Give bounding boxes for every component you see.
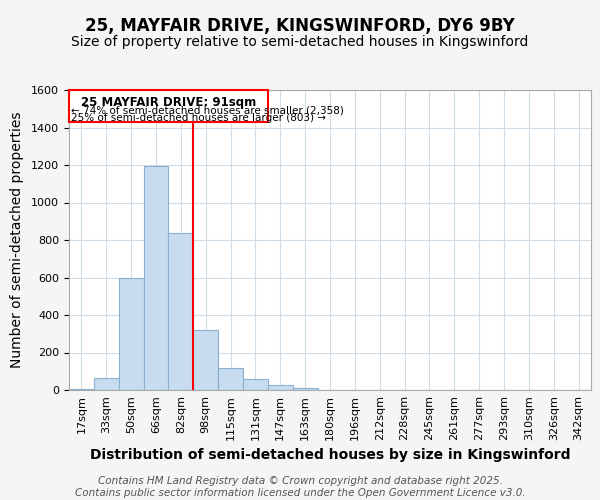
- Bar: [243, 379, 268, 390]
- FancyBboxPatch shape: [69, 90, 268, 122]
- Text: Contains HM Land Registry data © Crown copyright and database right 2025.
Contai: Contains HM Land Registry data © Crown c…: [74, 476, 526, 498]
- Text: ← 74% of semi-detached houses are smaller (2,358): ← 74% of semi-detached houses are smalle…: [71, 105, 344, 115]
- Text: 25 MAYFAIR DRIVE: 91sqm: 25 MAYFAIR DRIVE: 91sqm: [81, 96, 256, 110]
- Bar: [143, 166, 169, 390]
- Text: 25, MAYFAIR DRIVE, KINGSWINFORD, DY6 9BY: 25, MAYFAIR DRIVE, KINGSWINFORD, DY6 9BY: [85, 18, 515, 36]
- Bar: [69, 388, 94, 390]
- Bar: [268, 386, 293, 390]
- Text: Size of property relative to semi-detached houses in Kingswinford: Size of property relative to semi-detach…: [71, 35, 529, 49]
- Bar: [94, 378, 119, 390]
- Text: 25% of semi-detached houses are larger (803) →: 25% of semi-detached houses are larger (…: [71, 114, 326, 124]
- X-axis label: Distribution of semi-detached houses by size in Kingswinford: Distribution of semi-detached houses by …: [90, 448, 570, 462]
- Bar: [293, 388, 317, 390]
- Bar: [193, 330, 218, 390]
- Bar: [218, 368, 243, 390]
- Bar: [119, 278, 143, 390]
- Y-axis label: Number of semi-detached properties: Number of semi-detached properties: [10, 112, 24, 368]
- Bar: [169, 232, 193, 390]
